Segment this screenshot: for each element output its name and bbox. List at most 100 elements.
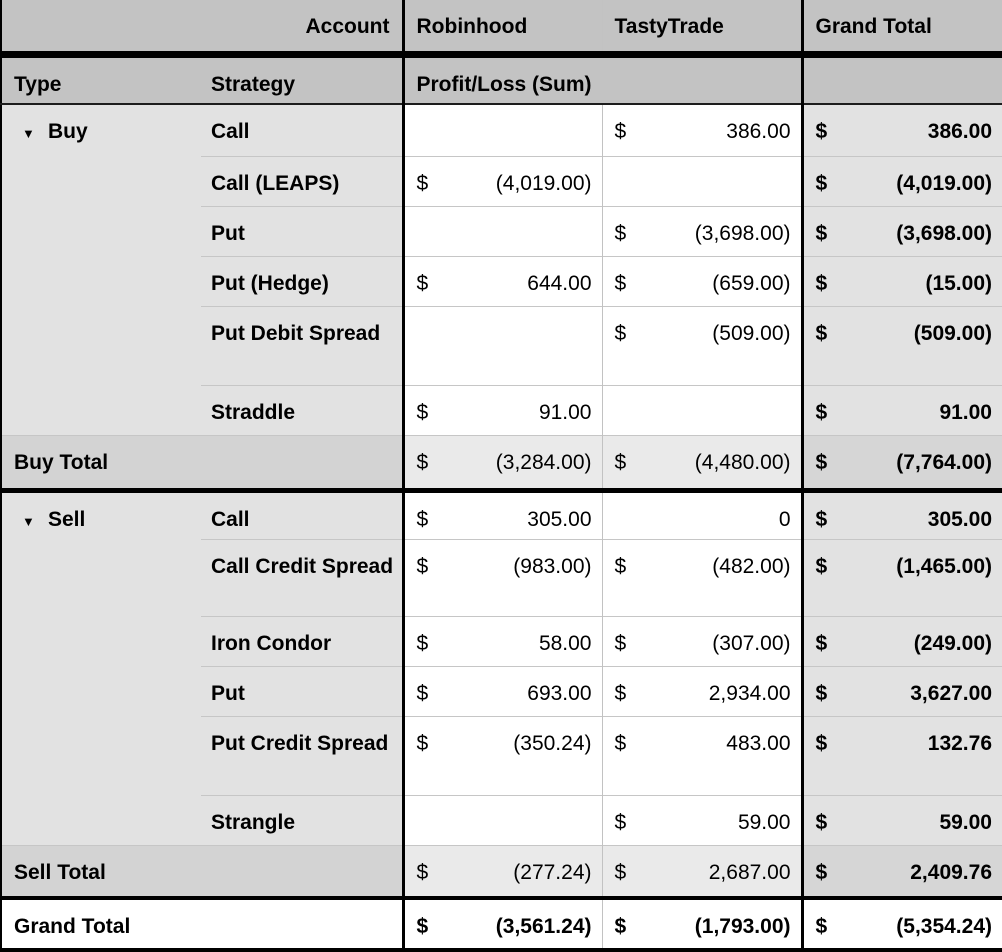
buy-total-label-cell[interactable]: Buy Total — [1, 434, 403, 493]
value-cell-tastytrade[interactable]: $59.00 — [601, 794, 802, 845]
value-cell-tastytrade[interactable]: $ (307.00) — [601, 615, 802, 666]
total-cell-grand-total[interactable]: $ (7,764.00) — [800, 434, 1002, 493]
value-cell-grand-total[interactable]: $ (249.00) — [800, 615, 1002, 666]
value-cell-robinhood[interactable] — [401, 103, 602, 156]
currency-symbol: $ — [815, 810, 828, 834]
strategy-header-cell[interactable]: Strategy — [201, 54, 403, 105]
value-cell-tastytrade[interactable]: $ (3,698.00) — [601, 205, 802, 256]
amount: 2,687.00 — [708, 860, 791, 884]
value-cell-grand-total[interactable]: $ (3,698.00) — [800, 205, 1002, 256]
strategy-label: Iron Condor — [211, 631, 332, 655]
total-cell-robinhood[interactable]: $ (277.24) — [401, 844, 602, 900]
table-row: ▼ Buy Call $386.00 $386.00 — [1, 103, 1002, 435]
value-cell-tastytrade[interactable]: $386.00 — [601, 103, 802, 156]
measure-header-cell[interactable]: Profit/Loss (Sum) — [401, 54, 802, 105]
value-cell-robinhood[interactable]: $693.00 — [401, 665, 602, 716]
grand-total-cell-grand-total[interactable]: $ (5,354.24) — [800, 898, 1002, 950]
strategy-label: Call (LEAPS) — [211, 171, 340, 195]
corner-cell[interactable] — [1, 0, 201, 58]
currency-symbol: $ — [815, 400, 828, 424]
value-cell-tastytrade[interactable]: $ (659.00) — [601, 255, 802, 306]
strategy-label: Strangle — [211, 810, 296, 834]
grand-total-cell-tastytrade[interactable]: $ (1,793.00) — [601, 898, 802, 950]
collapse-triangle-icon[interactable]: ▼ — [22, 126, 35, 141]
account-header-cell[interactable]: Account — [201, 0, 403, 58]
header-row-measure: Type Strategy Profit/Loss (Sum) — [1, 54, 1002, 105]
strategy-cell[interactable]: Iron Condor — [201, 615, 403, 666]
currency-symbol: $ — [614, 860, 627, 884]
blank-header-cell[interactable] — [800, 54, 1002, 105]
table-row: Call Credit Spread $ (983.00) $ (482.00) $… — [1, 538, 1002, 616]
value-cell-tastytrade[interactable]: $ (509.00) — [601, 305, 802, 385]
collapse-triangle-icon[interactable]: ▼ — [22, 513, 35, 529]
currency-symbol: $ — [614, 221, 627, 245]
column-header-grand-total[interactable]: Grand Total — [800, 0, 1002, 58]
strategy-cell[interactable]: Put — [201, 205, 403, 256]
value-cell-grand-total[interactable]: $ (15.00) — [800, 255, 1002, 306]
amount: (3,698.00) — [896, 221, 992, 245]
strategy-cell[interactable]: Call — [201, 489, 403, 539]
column-header-robinhood[interactable]: Robinhood — [401, 0, 602, 58]
value-cell-robinhood[interactable]: $ (350.24) — [401, 715, 602, 795]
type-cell-sell[interactable]: ▼ Sell — [1, 489, 201, 845]
value-cell-tastytrade[interactable]: 0 — [601, 489, 802, 539]
value-cell-grand-total[interactable]: $305.00 — [800, 489, 1002, 539]
value-cell-grand-total[interactable]: $ (509.00) — [800, 305, 1002, 385]
value-cell-robinhood[interactable] — [401, 205, 602, 256]
value-cell-grand-total[interactable]: $3,627.00 — [800, 665, 1002, 716]
amount: (4,480.00) — [694, 450, 791, 474]
amount: (3,561.24) — [495, 915, 592, 938]
value-cell-robinhood[interactable]: $91.00 — [401, 384, 602, 435]
amount: 386.00 — [726, 120, 791, 143]
value-cell-grand-total[interactable]: $59.00 — [800, 794, 1002, 845]
currency-symbol: $ — [815, 120, 828, 143]
strategy-cell[interactable]: Call — [201, 103, 403, 156]
value-cell-robinhood[interactable]: $644.00 — [401, 255, 602, 306]
buy-total-label: Buy Total — [14, 450, 109, 474]
strategy-cell[interactable]: Call (LEAPS) — [201, 155, 403, 206]
amount: 305.00 — [927, 507, 992, 531]
strategy-cell[interactable]: Put — [201, 665, 403, 716]
value-cell-tastytrade[interactable]: $ (482.00) — [601, 538, 802, 616]
value-cell-robinhood[interactable] — [401, 794, 602, 845]
strategy-cell[interactable]: Strangle — [201, 794, 403, 845]
value-cell-grand-total[interactable]: $ (4,019.00) — [800, 155, 1002, 206]
value-cell-robinhood[interactable]: $ (4,019.00) — [401, 155, 602, 206]
strategy-cell[interactable]: Put (Hedge) — [201, 255, 403, 306]
grand-total-label-cell[interactable]: Grand Total — [1, 898, 403, 950]
total-cell-tastytrade[interactable]: $2,687.00 — [601, 844, 802, 900]
value-cell-tastytrade[interactable]: $2,934.00 — [601, 665, 802, 716]
column-header-tastytrade[interactable]: TastyTrade — [601, 0, 802, 58]
currency-symbol: $ — [815, 731, 828, 755]
strategy-cell[interactable]: Call Credit Spread — [201, 538, 403, 616]
value-cell-grand-total[interactable]: $386.00 — [800, 103, 1002, 156]
total-cell-tastytrade[interactable]: $ (4,480.00) — [601, 434, 802, 493]
total-cell-grand-total[interactable]: $2,409.76 — [800, 844, 1002, 900]
strategy-cell[interactable]: Put Credit Spread — [201, 715, 403, 795]
robinhood-label: Robinhood — [416, 15, 528, 38]
value-cell-tastytrade[interactable]: $483.00 — [601, 715, 802, 795]
value-cell-robinhood[interactable]: $58.00 — [401, 615, 602, 666]
strategy-cell[interactable]: Straddle — [201, 384, 403, 435]
amount: 91.00 — [939, 400, 992, 424]
value-cell-robinhood[interactable]: $305.00 — [401, 489, 602, 539]
type-header-cell[interactable]: Type — [1, 54, 201, 105]
total-cell-robinhood[interactable]: $ (3,284.00) — [401, 434, 602, 493]
grand-total-cell-robinhood[interactable]: $ (3,561.24) — [401, 898, 602, 950]
value-cell-grand-total[interactable]: $91.00 — [800, 384, 1002, 435]
value-cell-tastytrade[interactable] — [601, 384, 802, 435]
sell-total-label-cell[interactable]: Sell Total — [1, 844, 403, 900]
currency-symbol: $ — [815, 631, 828, 655]
strategy-cell[interactable]: Put Debit Spread — [201, 305, 403, 385]
currency-symbol: $ — [815, 450, 828, 474]
value-cell-tastytrade[interactable] — [601, 155, 802, 206]
type-cell-buy[interactable]: ▼ Buy — [1, 103, 201, 435]
value-cell-grand-total[interactable]: $ (1,465.00) — [800, 538, 1002, 616]
value-cell-grand-total[interactable]: $132.76 — [800, 715, 1002, 795]
value-cell-robinhood[interactable]: $ (983.00) — [401, 538, 602, 616]
currency-symbol: $ — [614, 810, 627, 834]
value-cell-robinhood[interactable] — [401, 305, 602, 385]
strategy-label: Straddle — [211, 400, 296, 424]
amount: (350.24) — [513, 731, 592, 755]
currency-symbol: $ — [815, 554, 828, 578]
